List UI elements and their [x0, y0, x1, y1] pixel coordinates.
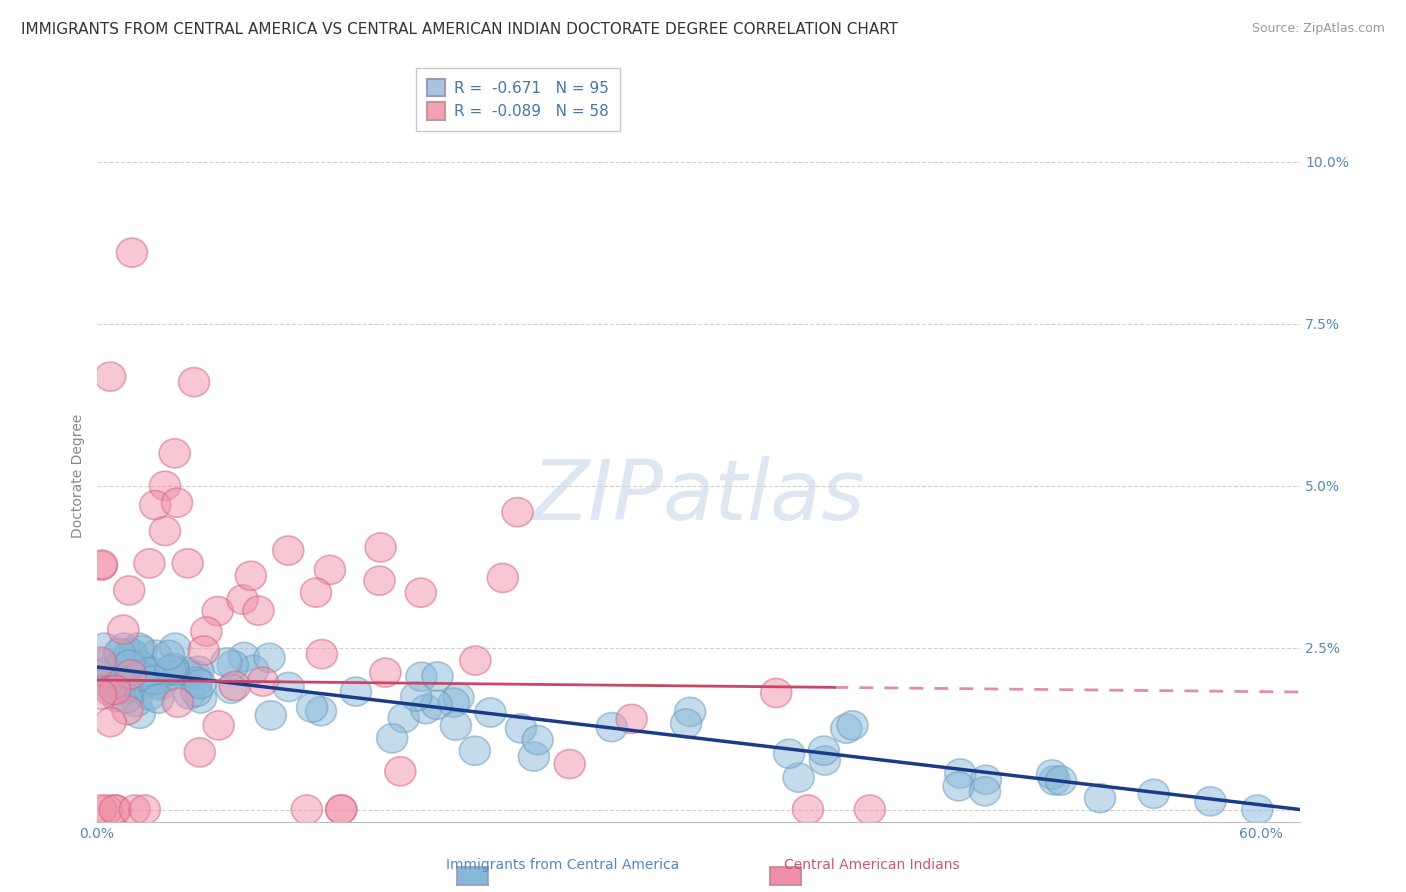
Legend: R =  -0.671   N = 95, R =  -0.089   N = 58: R = -0.671 N = 95, R = -0.089 N = 58 [416, 68, 620, 131]
Text: Immigrants from Central America: Immigrants from Central America [446, 858, 679, 872]
Text: IMMIGRANTS FROM CENTRAL AMERICA VS CENTRAL AMERICAN INDIAN DOCTORATE DEGREE CORR: IMMIGRANTS FROM CENTRAL AMERICA VS CENTR… [21, 22, 898, 37]
Text: ZIPatlas: ZIPatlas [531, 457, 865, 537]
Text: Central American Indians: Central American Indians [785, 858, 959, 872]
Y-axis label: Doctorate Degree: Doctorate Degree [72, 414, 86, 538]
Text: Source: ZipAtlas.com: Source: ZipAtlas.com [1251, 22, 1385, 36]
